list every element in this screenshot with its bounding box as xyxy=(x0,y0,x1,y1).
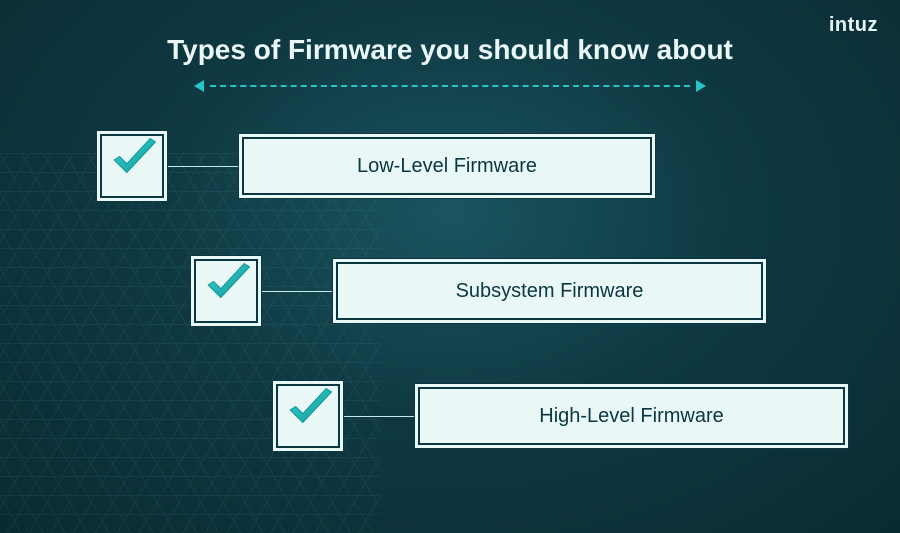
connector-line xyxy=(344,416,414,417)
divider-dashes xyxy=(210,85,690,87)
checkbox-icon xyxy=(272,380,344,452)
checkbox-icon xyxy=(96,130,168,202)
firmware-label: Subsystem Firmware xyxy=(332,258,767,324)
checkbox-icon xyxy=(190,255,262,327)
connector-line xyxy=(168,166,238,167)
title-divider xyxy=(194,80,706,92)
firmware-label-text: Low-Level Firmware xyxy=(357,155,537,178)
divider-arrow-left-icon xyxy=(194,80,204,92)
firmware-label-text: High-Level Firmware xyxy=(539,405,724,428)
firmware-label: High-Level Firmware xyxy=(414,383,849,449)
connector-line xyxy=(262,291,332,292)
divider-arrow-right-icon xyxy=(696,80,706,92)
firmware-label-text: Subsystem Firmware xyxy=(456,280,644,303)
firmware-label: Low-Level Firmware xyxy=(238,133,656,199)
firmware-item: Low-Level Firmware xyxy=(96,130,656,202)
firmware-item: Subsystem Firmware xyxy=(190,255,767,327)
background-pattern xyxy=(0,153,380,533)
page-title: Types of Firmware you should know about xyxy=(0,34,900,66)
firmware-item: High-Level Firmware xyxy=(272,380,849,452)
